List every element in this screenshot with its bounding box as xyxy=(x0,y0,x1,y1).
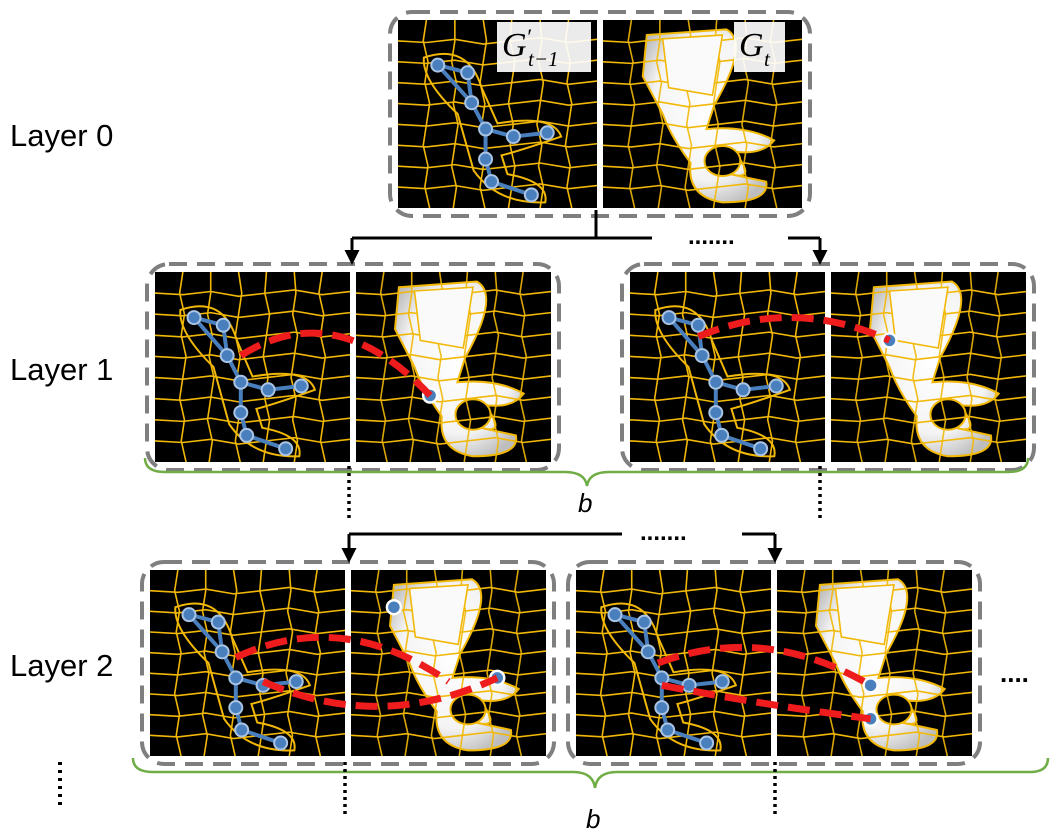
matched-node xyxy=(862,677,879,694)
layer-2-image-pair-left xyxy=(140,560,556,766)
graph-node xyxy=(460,65,476,81)
graph-node xyxy=(430,57,446,73)
graph-node xyxy=(233,374,249,390)
match-edge xyxy=(656,643,873,689)
graph-node xyxy=(523,187,539,203)
svg-text:t−1: t−1 xyxy=(528,47,559,71)
svg-text:t: t xyxy=(764,47,771,71)
svg-text:G: G xyxy=(739,27,764,64)
layer-0-to-1-connector xyxy=(344,210,828,265)
graph-node xyxy=(215,317,231,333)
graph-node xyxy=(753,441,769,457)
graph-node xyxy=(660,722,676,738)
layer-0-label: Layer 0 xyxy=(10,118,113,153)
matched-node xyxy=(385,598,403,616)
graph-node xyxy=(708,405,724,421)
match-edge xyxy=(261,674,499,710)
layer-1-to-2-connector xyxy=(341,532,783,563)
graph-node xyxy=(690,317,706,333)
match-edge xyxy=(238,329,433,398)
current-graph-panel xyxy=(351,570,546,756)
layer-2-brace-label: b xyxy=(586,804,600,834)
graph-node xyxy=(228,670,244,686)
layer-2-image-pair-right xyxy=(566,560,982,766)
layer-2-more-ellipsis: .... xyxy=(1000,658,1029,688)
layer-2-ellipsis: ....... xyxy=(640,519,687,546)
graph-node xyxy=(181,607,197,623)
svg-text:′: ′ xyxy=(526,24,532,49)
graph-node xyxy=(186,310,202,326)
layer-2-label: Layer 2 xyxy=(10,648,113,683)
graph-node xyxy=(484,174,500,190)
graph-node xyxy=(708,374,724,390)
graph-node xyxy=(714,674,730,690)
svg-text:G: G xyxy=(502,27,527,64)
pair-border xyxy=(388,10,812,218)
layer-2-brace xyxy=(131,757,1050,789)
graph-node xyxy=(214,644,230,660)
graph-node xyxy=(607,607,623,623)
graph-node xyxy=(234,722,250,738)
graph-node xyxy=(233,405,249,421)
graph-node xyxy=(539,125,555,141)
graph-node xyxy=(228,700,244,716)
graph-node xyxy=(478,121,494,137)
graph-node xyxy=(681,677,697,693)
layer-1-label: Layer 1 xyxy=(10,352,113,387)
graph-node xyxy=(464,95,480,111)
graph-node xyxy=(768,378,784,394)
current-graph-panel xyxy=(777,570,972,756)
previous-graph-label: G ′ t−1 xyxy=(497,22,591,72)
layer-1-ellipsis: ....... xyxy=(688,223,735,250)
graph-node xyxy=(714,427,730,443)
current-graph-label: G t xyxy=(734,22,785,72)
pair-border xyxy=(620,262,1036,472)
graph-node xyxy=(654,670,670,686)
graph-node xyxy=(278,441,294,457)
layer-1-brace xyxy=(143,457,1030,487)
graph-node xyxy=(505,129,521,145)
current-graph-panel xyxy=(356,272,551,462)
match-edge xyxy=(234,633,451,685)
graph-node xyxy=(735,382,751,398)
graph-node xyxy=(636,614,652,630)
graph-node xyxy=(478,151,494,167)
layer-1-brace-label: b xyxy=(578,488,592,518)
graph-node xyxy=(288,674,304,690)
graph-node xyxy=(654,700,670,716)
match-edge xyxy=(661,681,872,723)
previous-graph-panel xyxy=(150,570,345,756)
previous-graph-panel xyxy=(576,570,771,756)
graph-node xyxy=(219,348,235,364)
layer-1-image-pair-right xyxy=(620,262,1036,472)
layer-1-image-pair-left xyxy=(145,262,561,472)
current-graph-panel xyxy=(831,272,1026,462)
graph-node xyxy=(210,614,226,630)
graph-node xyxy=(699,735,715,751)
graph-node xyxy=(239,427,255,443)
graph-node xyxy=(273,735,289,751)
match-edge xyxy=(696,314,891,344)
graph-node xyxy=(260,382,276,398)
graph-node xyxy=(640,644,656,660)
graph-node xyxy=(694,348,710,364)
previous-graph-panel xyxy=(630,272,825,462)
previous-graph-panel xyxy=(155,272,350,462)
graph-node xyxy=(293,378,309,394)
graph-node xyxy=(661,310,677,326)
